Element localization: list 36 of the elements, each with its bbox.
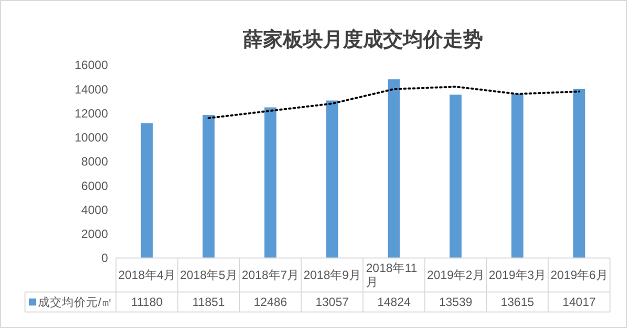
x-tick-label: 2018年9月 [303,268,361,282]
x-tick-label: 2018年4月 [118,268,176,282]
y-tick-label: 14000 [74,82,108,96]
y-tick-label: 16000 [74,58,108,72]
y-tick-label: 4000 [81,202,108,217]
bar [326,100,338,258]
chart-title: 薛家板块月度成交均价走势 [242,28,483,51]
data-label: 11180 [131,295,163,310]
x-tick-label: 2019年2月 [426,268,484,282]
data-label: 14824 [377,295,411,310]
y-tick-label: 2000 [81,227,108,242]
bar [511,94,524,258]
y-tick-label: 8000 [81,154,108,169]
data-label: 11851 [192,295,226,310]
x-tick-label: 2019年6月 [550,268,608,282]
x-tick-label: 2018年7月 [242,268,300,282]
bar [202,115,215,258]
y-tick-label: 0 [101,251,108,266]
data-label: 13057 [315,295,350,310]
y-tick-label: 6000 [81,178,108,193]
y-tick-label: 10000 [74,130,108,145]
data-label: 13539 [438,295,473,310]
bar [450,94,462,258]
data-label: 13615 [500,295,534,310]
x-tick-label: 2018年5月 [180,268,238,282]
y-tick-label: 12000 [74,106,108,120]
bar [388,79,400,258]
line-series [208,86,580,120]
bar [573,88,586,258]
data-label: 12486 [254,295,288,310]
x-tick-label: 2018年11月 [366,261,418,290]
bar [140,123,153,258]
legend-label: 成交均价元/㎡ [38,295,114,310]
x-tick-label: 2019年3月 [488,268,546,282]
bar [264,107,276,258]
data-label: 14017 [562,295,596,310]
